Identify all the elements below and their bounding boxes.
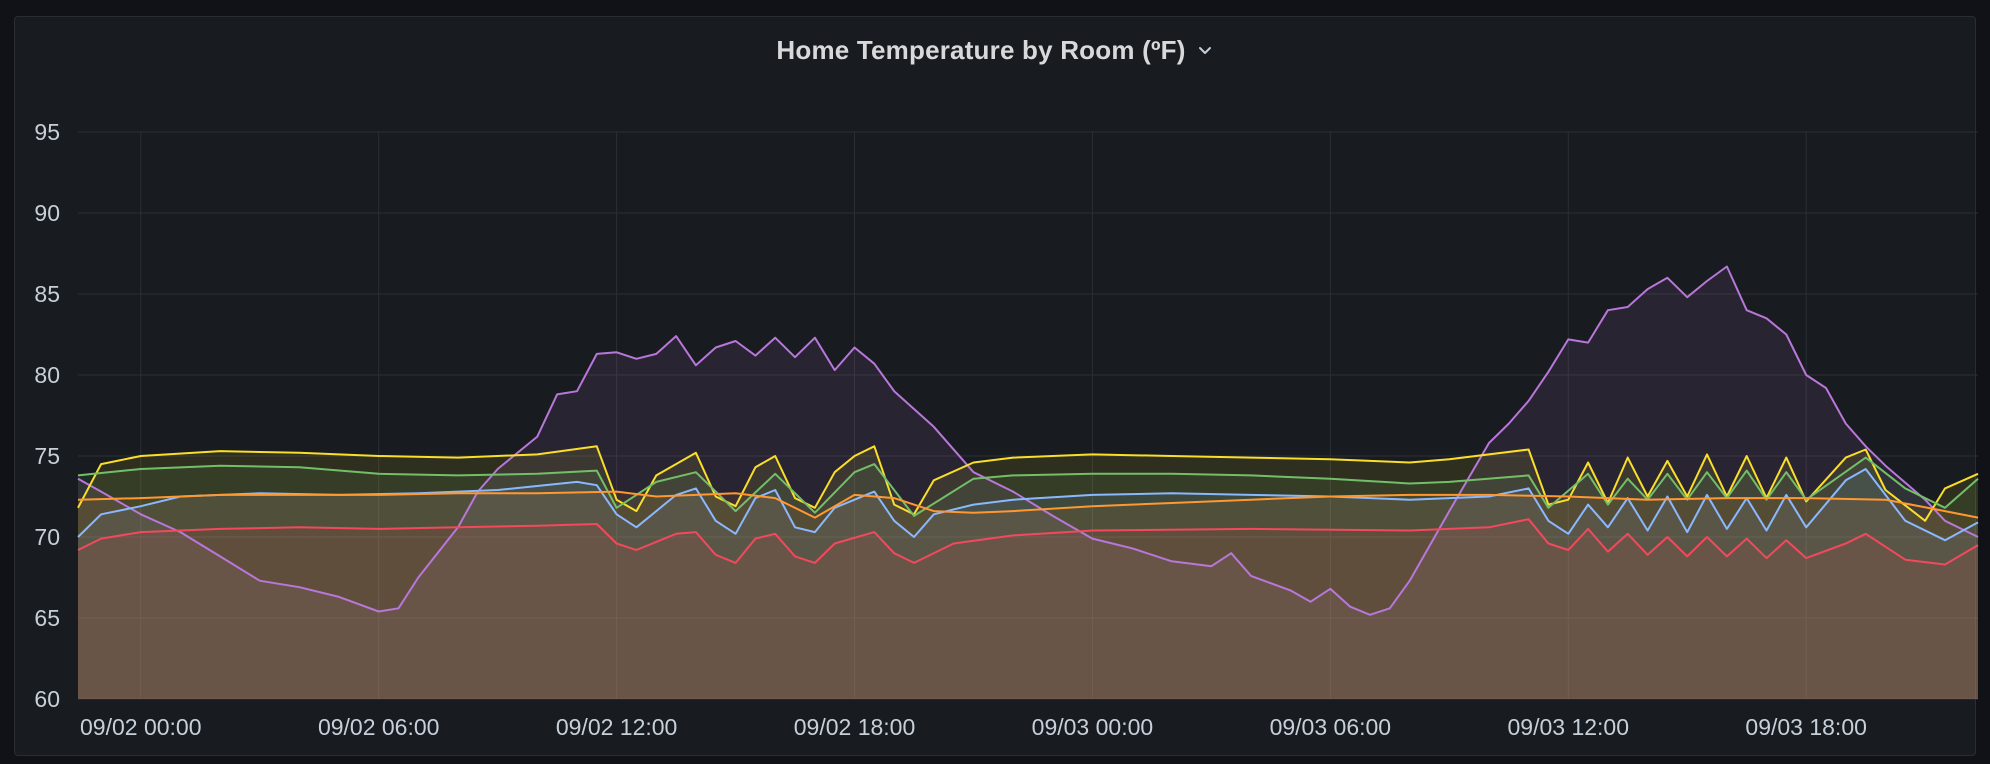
x-tick-label: 09/03 00:00	[1032, 714, 1154, 740]
x-tick-label: 09/02 06:00	[318, 714, 440, 740]
series-area-3	[78, 457, 1978, 699]
x-tick-label: 09/02 12:00	[556, 714, 678, 740]
series-area-2	[78, 446, 1978, 699]
series-line-6[interactable]	[77, 518, 1979, 566]
series-fills	[78, 266, 1978, 699]
y-tick-label: 60	[34, 686, 60, 712]
y-tick-label: 65	[34, 605, 60, 631]
panel-header[interactable]: Home Temperature by Room (ºF)	[14, 30, 1976, 70]
panel-title[interactable]: Home Temperature by Room (ºF)	[776, 34, 1186, 65]
grid-lines	[78, 131, 1978, 700]
series-line-4[interactable]	[77, 468, 1979, 542]
x-tick-label: 09/03 12:00	[1508, 714, 1630, 740]
y-tick-label: 80	[34, 362, 60, 388]
series-lines	[77, 265, 1979, 616]
series-line-3[interactable]	[77, 456, 1979, 517]
y-tick-label: 85	[34, 281, 60, 307]
x-axis: 09/02 00:00 09/02 06:00 09/02 12:00 09/02 1…	[80, 714, 1867, 740]
x-tick-label: 09/02 00:00	[80, 714, 202, 740]
series-area-6	[78, 519, 1978, 699]
y-tick-label: 75	[34, 443, 60, 469]
y-axis: 60 65 70 75 80 85 90 95	[34, 119, 60, 712]
y-tick-label: 95	[34, 119, 60, 145]
series-line-5[interactable]	[77, 490, 1979, 519]
chevron-down-icon[interactable]	[1196, 41, 1214, 59]
x-tick-label: 09/02 18:00	[794, 714, 916, 740]
x-tick-label: 09/03 06:00	[1270, 714, 1392, 740]
x-tick-label: 09/03 18:00	[1745, 714, 1867, 740]
chart-panel	[14, 16, 1976, 756]
y-tick-label: 90	[34, 200, 60, 226]
series-line-1[interactable]	[77, 265, 1979, 616]
series-area-4	[78, 469, 1978, 699]
series-area-1	[78, 266, 1978, 699]
y-tick-label: 70	[34, 524, 60, 550]
series-area-5	[78, 491, 1978, 699]
